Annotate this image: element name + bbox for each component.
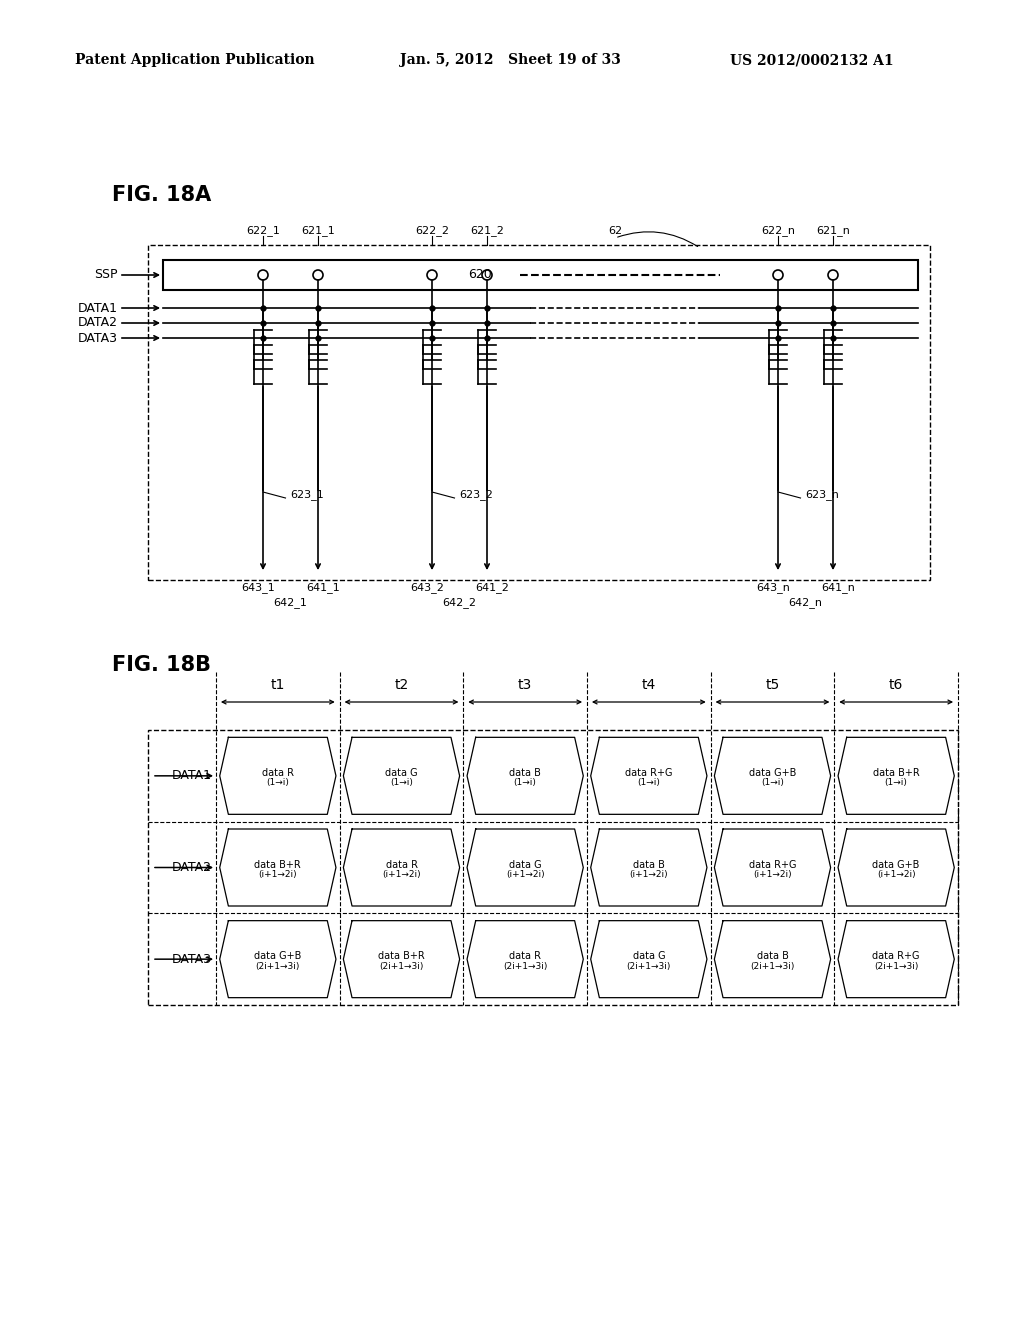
Text: 622_1: 622_1 <box>246 226 280 236</box>
Circle shape <box>773 271 783 280</box>
Bar <box>148 730 958 1005</box>
Text: FIG. 18A: FIG. 18A <box>112 185 211 205</box>
Bar <box>148 246 930 579</box>
Text: (2i+1→3i): (2i+1→3i) <box>379 962 424 970</box>
Text: FIG. 18B: FIG. 18B <box>112 655 211 675</box>
Text: (i+1→2i): (i+1→2i) <box>630 870 668 879</box>
Text: 622_n: 622_n <box>761 226 795 236</box>
Text: data G+B: data G+B <box>749 768 797 777</box>
Text: 641_1: 641_1 <box>306 582 340 593</box>
Text: (i+1→2i): (i+1→2i) <box>506 870 545 879</box>
Text: data B+R: data B+R <box>872 768 920 777</box>
Text: t6: t6 <box>889 678 903 692</box>
Circle shape <box>258 271 268 280</box>
Text: t3: t3 <box>518 678 532 692</box>
Text: t5: t5 <box>765 678 779 692</box>
Text: (1→i): (1→i) <box>761 779 784 787</box>
Text: data B: data B <box>757 952 788 961</box>
Text: 62: 62 <box>608 226 622 236</box>
Text: data G: data G <box>509 859 542 870</box>
Text: data G+B: data G+B <box>872 859 920 870</box>
Text: Jan. 5, 2012   Sheet 19 of 33: Jan. 5, 2012 Sheet 19 of 33 <box>400 53 621 67</box>
Text: SSP: SSP <box>94 268 118 281</box>
Bar <box>163 260 918 290</box>
Text: 622_2: 622_2 <box>415 226 449 236</box>
Text: data R: data R <box>385 859 418 870</box>
Text: 621_2: 621_2 <box>470 226 504 236</box>
Text: DATA3: DATA3 <box>78 331 118 345</box>
Text: US 2012/0002132 A1: US 2012/0002132 A1 <box>730 53 894 67</box>
Text: data B+R: data B+R <box>378 952 425 961</box>
Text: (2i+1→3i): (2i+1→3i) <box>873 962 919 970</box>
Text: data B+R: data B+R <box>254 859 301 870</box>
Text: (1→i): (1→i) <box>390 779 413 787</box>
Text: DATA1: DATA1 <box>78 301 118 314</box>
Text: 621_1: 621_1 <box>301 226 335 236</box>
Text: data R+G: data R+G <box>625 768 673 777</box>
Text: DATA2: DATA2 <box>78 317 118 330</box>
Text: (2i+1→3i): (2i+1→3i) <box>627 962 671 970</box>
Text: 623_1: 623_1 <box>291 490 325 500</box>
Circle shape <box>828 271 838 280</box>
Text: 643_n: 643_n <box>756 582 790 593</box>
Text: 642_2: 642_2 <box>442 597 476 609</box>
Text: data G+B: data G+B <box>254 952 301 961</box>
Text: (1→i): (1→i) <box>637 779 660 787</box>
Text: 620: 620 <box>468 268 492 281</box>
Circle shape <box>313 271 323 280</box>
Circle shape <box>427 271 437 280</box>
Text: 643_2: 643_2 <box>410 582 444 593</box>
Text: DATA1: DATA1 <box>172 770 212 783</box>
Text: (1→i): (1→i) <box>885 779 907 787</box>
Text: (2i+1→3i): (2i+1→3i) <box>751 962 795 970</box>
Text: DATA2: DATA2 <box>172 861 212 874</box>
Circle shape <box>482 271 492 280</box>
Text: 641_2: 641_2 <box>475 582 509 593</box>
Text: (2i+1→3i): (2i+1→3i) <box>256 962 300 970</box>
Text: data B: data B <box>633 859 665 870</box>
Text: t1: t1 <box>270 678 285 692</box>
Text: 623_2: 623_2 <box>460 490 494 500</box>
Text: (i+1→2i): (i+1→2i) <box>754 870 792 879</box>
Text: Patent Application Publication: Patent Application Publication <box>75 53 314 67</box>
Text: 621_n: 621_n <box>816 226 850 236</box>
Text: data R: data R <box>509 952 541 961</box>
Text: 642_1: 642_1 <box>273 597 307 609</box>
Text: data G: data G <box>633 952 666 961</box>
Text: 623_n: 623_n <box>806 490 840 500</box>
Text: (1→i): (1→i) <box>514 779 537 787</box>
Text: (2i+1→3i): (2i+1→3i) <box>503 962 548 970</box>
Text: data R+G: data R+G <box>749 859 797 870</box>
Text: (1→i): (1→i) <box>266 779 289 787</box>
Text: data R+G: data R+G <box>872 952 920 961</box>
Text: t2: t2 <box>394 678 409 692</box>
Text: (i+1→2i): (i+1→2i) <box>877 870 915 879</box>
Text: 642_n: 642_n <box>788 597 822 609</box>
Text: 643_1: 643_1 <box>241 582 274 593</box>
Text: data R: data R <box>262 768 294 777</box>
Text: t4: t4 <box>642 678 656 692</box>
Text: data G: data G <box>385 768 418 777</box>
Text: (i+1→2i): (i+1→2i) <box>382 870 421 879</box>
Text: DATA3: DATA3 <box>172 953 212 966</box>
Text: 641_n: 641_n <box>821 582 855 593</box>
Text: (i+1→2i): (i+1→2i) <box>258 870 297 879</box>
Text: data B: data B <box>509 768 541 777</box>
